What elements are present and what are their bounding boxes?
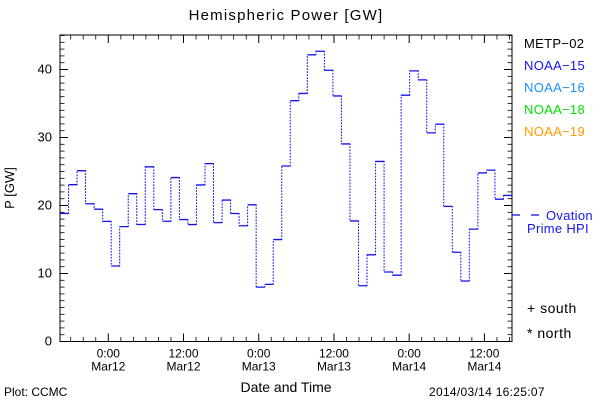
svg-text:+ south: + south	[527, 300, 577, 316]
svg-text:NOAA−16: NOAA−16	[524, 80, 585, 95]
svg-text:0:00: 0:00	[398, 347, 422, 361]
svg-text:0:00: 0:00	[247, 347, 271, 361]
svg-text:0: 0	[45, 334, 52, 349]
svg-text:10: 10	[38, 266, 52, 281]
svg-text:30: 30	[38, 130, 52, 145]
svg-text:METP−02: METP−02	[524, 36, 584, 51]
svg-text:0:00: 0:00	[97, 347, 121, 361]
svg-text:Mar13: Mar13	[242, 360, 276, 374]
svg-text:12:00: 12:00	[169, 347, 199, 361]
svg-text:* north: * north	[527, 325, 572, 341]
svg-text:Mar14: Mar14	[392, 360, 426, 374]
svg-text:Hemispheric Power [GW]: Hemispheric Power [GW]	[189, 7, 384, 24]
svg-text:Plot: CCMC: Plot: CCMC	[4, 385, 68, 399]
svg-text:Mar12: Mar12	[167, 360, 201, 374]
svg-text:Prime HPI: Prime HPI	[527, 221, 589, 236]
svg-text:Mar12: Mar12	[91, 360, 125, 374]
svg-text:Date and Time: Date and Time	[240, 379, 331, 395]
svg-text:Mar14: Mar14	[467, 360, 501, 374]
svg-text:NOAA−19: NOAA−19	[524, 124, 585, 139]
svg-text:20: 20	[38, 198, 52, 213]
svg-text:NOAA−15: NOAA−15	[524, 58, 585, 73]
svg-text:2014/03/14 16:25:07: 2014/03/14 16:25:07	[429, 385, 545, 399]
svg-text:12:00: 12:00	[469, 347, 499, 361]
svg-text:P [GW]: P [GW]	[2, 167, 17, 209]
svg-text:NOAA−18: NOAA−18	[524, 102, 585, 117]
svg-text:40: 40	[38, 62, 52, 77]
svg-text:12:00: 12:00	[319, 347, 349, 361]
svg-text:Mar13: Mar13	[317, 360, 351, 374]
